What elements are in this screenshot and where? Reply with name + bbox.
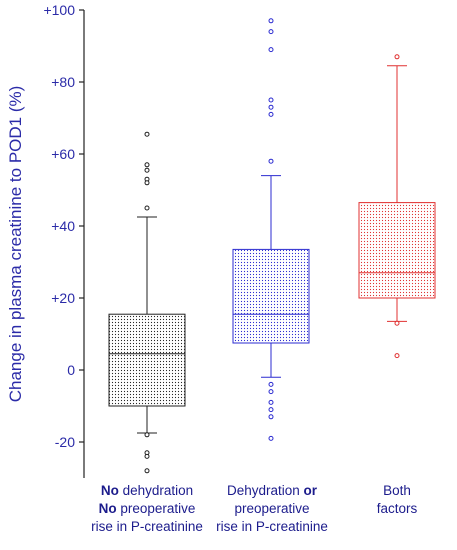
outlier-point [268,29,274,35]
outlier-point [268,407,274,413]
y-axis-title: Change in plasma creatinine to POD1 (%) [6,86,25,403]
y-tick-label: -20 [55,434,75,450]
outlier-point [268,104,274,110]
outlier-point [268,97,274,103]
outlier-point [268,18,274,24]
outlier-point [144,167,150,173]
outlier-point [394,353,400,359]
outlier-point [268,47,274,53]
outlier-point [268,399,274,405]
outlier-point [268,414,274,420]
box-iqr [358,202,436,299]
y-tick-label: +60 [51,146,75,162]
y-tick-label: +40 [51,218,75,234]
category-label-2: Dehydration or preoperative rise in P-cr… [216,483,328,534]
outlier-point [268,111,274,117]
y-tick-label: +20 [51,290,75,306]
y-tick-label: +100 [43,2,75,18]
outlier-point [144,205,150,211]
box-group [108,131,186,474]
outlier-point [268,381,274,387]
outlier-point [268,389,274,395]
outlier-point [144,468,150,474]
outlier-point [268,435,274,441]
outlier-point [268,158,274,164]
box-iqr [108,313,186,407]
outlier-point [144,131,150,137]
box-group [358,54,436,359]
y-tick-label: +80 [51,74,75,90]
category-label-3: Both factors [376,483,418,516]
outlier-point [144,432,150,438]
box-group [232,18,310,441]
outlier-point [394,320,400,326]
outlier-point [144,180,150,186]
y-tick-label: 0 [67,362,75,378]
category-label-1: No dehydration No preoperative rise in P… [91,483,203,534]
outlier-point [144,162,150,168]
box-iqr [232,248,310,344]
outlier-point [394,54,400,60]
outlier-point [144,453,150,459]
